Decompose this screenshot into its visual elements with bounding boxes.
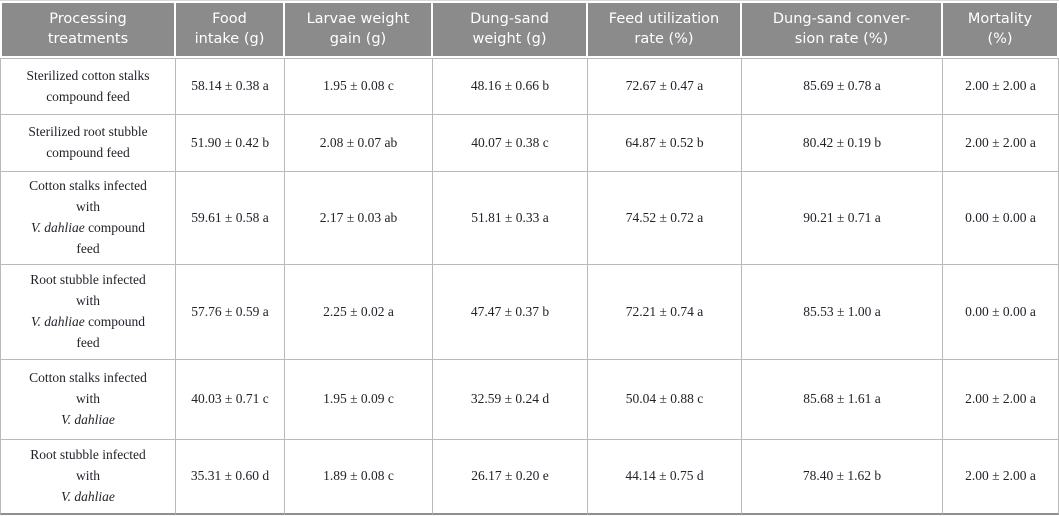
column-header-treatment: Processing treatments [0,1,176,58]
cell-dung_sand_weight: 40.07 ± 0.38 c [433,115,588,172]
cell-feed_utilization_rate: 72.67 ± 0.47 a [588,58,742,115]
column-header-dung_sand_conversion_rate: Dung-sand conver- sion rate (%) [742,1,943,58]
table-row: Sterilized root stubble compound feed 51.9… [0,115,1059,172]
cell-food_intake: 57.76 ± 0.59 a [176,264,285,360]
table-row: Root stubble infected with V. dahliae comp… [0,264,1059,360]
treatment-line: with [75,390,100,406]
cell-dung_sand_weight: 26.17 ± 0.20 e [433,439,588,515]
column-header-feed_utilization_rate: Feed utilization rate (%) [588,1,742,58]
treatment-line: with [75,467,100,483]
treatment-line: Root stubble infected [30,446,146,462]
cell-dung_sand_conversion_rate: 90.21 ± 0.71 a [742,172,943,265]
table-body: Sterilized cotton stalks compound feed 58.… [0,58,1059,515]
cell-food_intake: 58.14 ± 0.38 a [176,58,285,115]
cell-feed_utilization_rate: 74.52 ± 0.72 a [588,172,742,265]
cell-larvae_weight_gain: 1.89 ± 0.08 c [285,439,433,515]
cell-dung_sand_conversion_rate: 85.69 ± 0.78 a [742,58,943,115]
table-row: Sterilized cotton stalks compound feed 58.… [0,58,1059,115]
cell-dung_sand_conversion_rate: 80.42 ± 0.19 b [742,115,943,172]
treatment-line: Root stubble infected [30,271,146,287]
cell-treatment: Cotton stalks infected with V. dahliae com… [0,172,176,265]
treatment-line: Cotton stalks infected [29,369,147,385]
cell-treatment: Cotton stalks infected with V. dahliae [0,359,176,440]
cell-larvae_weight_gain: 1.95 ± 0.08 c [285,58,433,115]
treatment-line: compound feed [46,88,130,104]
cell-dung_sand_weight: 32.59 ± 0.24 d [433,359,588,440]
table-row: Cotton stalks infected with V. dahliae 40.0… [0,359,1059,440]
treatment-line: Cotton stalks infected [29,178,147,193]
cell-treatment: Sterilized cotton stalks compound feed [0,58,176,115]
cell-food_intake: 35.31 ± 0.60 d [176,439,285,515]
cell-dung_sand_weight: 48.16 ± 0.66 b [433,58,588,115]
treatment-line: V. dahliae [7,410,169,431]
cell-feed_utilization_rate: 72.21 ± 0.74 a [588,264,742,360]
species-name-italic: V. dahliae [61,488,115,504]
table-row: Root stubble infected with V. dahliae 35.31… [0,439,1059,515]
cell-mortality: 2.00 ± 2.00 a [943,439,1059,515]
treatment-line: feed [76,240,100,256]
treatment-line: compound feed [46,145,130,160]
treatment-line: with [75,292,100,308]
cell-food_intake: 59.61 ± 0.58 a [176,172,285,265]
cell-dung_sand_weight: 47.47 ± 0.37 b [433,264,588,360]
cell-dung_sand_conversion_rate: 85.53 ± 1.00 a [742,264,943,360]
table-row: Cotton stalks infected with V. dahliae com… [0,172,1059,265]
cell-food_intake: 40.03 ± 0.71 c [176,359,285,440]
cell-larvae_weight_gain: 1.95 ± 0.09 c [285,359,433,440]
treatment-line: Sterilized cotton stalks [26,67,150,83]
cell-treatment: Root stubble infected with V. dahliae [0,439,176,515]
treatment-line: V. dahliae [7,487,169,508]
cell-dung_sand_conversion_rate: 85.68 ± 1.61 a [742,359,943,440]
cell-treatment: Root stubble infected with V. dahliae comp… [0,264,176,360]
cell-larvae_weight_gain: 2.25 ± 0.02 a [285,264,433,360]
cell-larvae_weight_gain: 2.08 ± 0.07 ab [285,115,433,172]
species-name-italic: V. dahliae [30,313,85,329]
cell-larvae_weight_gain: 2.17 ± 0.03 ab [285,172,433,265]
column-header-food_intake: Food intake (g) [176,1,285,58]
cell-mortality: 0.00 ± 0.00 a [943,264,1059,360]
cell-mortality: 2.00 ± 2.00 a [943,115,1059,172]
table-header: Processing treatments Food intake (g) Larv… [0,1,1059,58]
treatment-line: with [75,198,100,214]
cell-feed_utilization_rate: 44.14 ± 0.75 d [588,439,742,515]
cell-mortality: 2.00 ± 2.00 a [943,58,1059,115]
header-row: Processing treatments Food intake (g) Larv… [0,1,1059,58]
treatment-line: Sterilized root stubble [28,124,148,140]
species-name-italic: V. dahliae [30,219,85,235]
cell-dung_sand_conversion_rate: 78.40 ± 1.62 b [742,439,943,515]
cell-dung_sand_weight: 51.81 ± 0.33 a [433,172,588,265]
cell-feed_utilization_rate: 50.04 ± 0.88 c [588,359,742,440]
treatment-line: feed [76,334,100,350]
treatment-line: V. dahliae compound [30,219,146,235]
species-name-italic: V. dahliae [61,411,115,427]
cell-mortality: 2.00 ± 2.00 a [943,359,1059,440]
cell-feed_utilization_rate: 64.87 ± 0.52 b [588,115,742,172]
cell-food_intake: 51.90 ± 0.42 b [176,115,285,172]
treatment-line: V. dahliae compound [30,313,146,329]
cell-mortality: 0.00 ± 0.00 a [943,172,1059,265]
column-header-mortality: Mortality (%) [943,1,1059,58]
cell-treatment: Sterilized root stubble compound feed [0,115,176,172]
column-header-larvae_weight_gain: Larvae weight gain (g) [285,1,433,58]
column-header-dung_sand_weight: Dung-sand weight (g) [433,1,588,58]
